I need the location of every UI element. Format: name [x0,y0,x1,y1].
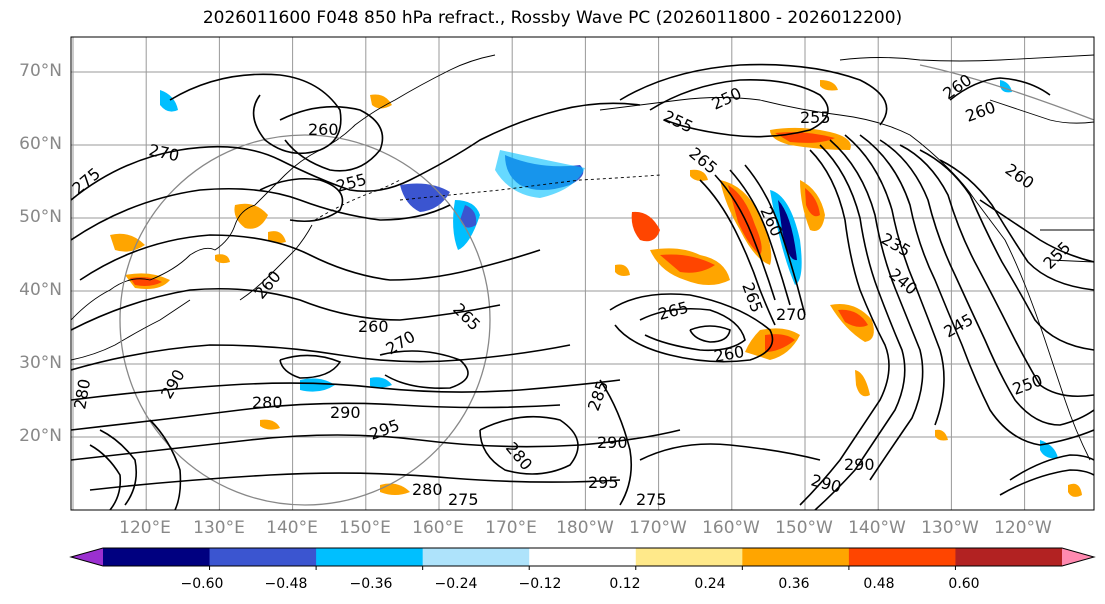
pos-patch [935,429,948,441]
contour-label: 275 [636,490,667,509]
contour-label: 280 [412,480,443,499]
coastlines [71,54,1094,461]
lon-label: 120°E [119,518,171,538]
neg-patch [495,150,585,198]
na-coast [974,199,1091,461]
contour-label: 295 [588,473,619,492]
colorbar-segment [209,548,317,566]
map-background [71,37,1094,510]
lon-label: 150°E [339,518,391,538]
contour-label: 280 [70,377,94,410]
colorbar-tick-label: −0.60 [180,576,224,592]
neg-patch [160,90,178,112]
contours [71,63,1094,510]
asia-coast [71,54,496,321]
contour-label: 280 [252,393,283,412]
colorbar-tick-label: 0.24 [694,576,726,592]
lat-label: 20°N [19,426,62,446]
map-title: 2026011600 F048 850 hPa refract., Rossby… [202,8,903,28]
pos-patch [1068,483,1082,497]
contour-label: 255 [800,108,831,127]
neg-patch [370,377,392,388]
lon-label: 170°W [629,518,687,538]
contour-label: 290 [330,403,361,422]
pos-patch [110,233,145,252]
colorbar-tick-label: −0.12 [518,576,562,592]
pos-patch [631,211,660,242]
asia-coast [71,299,191,361]
colorbar-tick-label: 0.60 [948,576,980,592]
colorbar-segment [422,548,530,566]
colorbar-segment [316,548,424,566]
reference-circle [119,134,491,506]
pos-patch [805,188,820,217]
na-interior [989,99,1094,124]
colorbar-outline [69,547,1096,567]
pos-patch [615,264,630,276]
lat-label: 70°N [19,61,62,81]
colorbar-extend-min [71,548,103,566]
contour-label: 270 [776,305,807,324]
pos-patch [838,309,868,327]
colorbar-tick-label: 0.48 [863,576,895,592]
pos-patch [380,483,410,495]
pos-patch [260,419,280,430]
lon-label: 130°E [193,518,245,538]
colorbar-tick-label: 0.12 [609,576,641,592]
colorbar-segment [742,548,850,566]
colorbar-segment [529,548,637,566]
lat-label: 40°N [19,280,62,300]
kuril-chain [314,179,401,221]
lat-label: 60°N [19,134,62,154]
pos-patch [234,203,268,229]
pos-patch [215,254,230,264]
lon-label: 150°W [775,518,833,538]
contour-label: 290 [597,433,628,452]
lon-label: 160°E [412,518,464,538]
na-state-border [1049,259,1094,263]
lon-label: 130°W [921,518,979,538]
lon-label: 180°W [556,518,614,538]
pos-patch [855,370,870,397]
colorbar-tick-label: −0.48 [264,576,308,592]
lon-label: 140°E [266,518,318,538]
aleutians [399,174,661,201]
contour-label: 275 [448,490,479,509]
pos-patch [690,169,708,181]
colorbar-segment [635,548,743,566]
colorbar [69,547,1096,570]
colorbar-segment [103,548,211,566]
map-frame [70,36,1095,511]
colorbar-segment [848,548,956,566]
japan [239,224,313,301]
pos-patch [820,80,838,91]
lon-label: 160°W [702,518,760,538]
anomaly-shading [110,80,1082,497]
neg-patch [300,378,335,392]
colorbar-tick-label: 0.36 [778,576,810,592]
colorbar-tick-label: −0.24 [434,576,478,592]
colorbar-tick-label: −0.36 [349,576,393,592]
colorbar-segment [955,548,1063,566]
neg-patch [460,205,477,228]
pos-patch [268,231,286,244]
contour-label: 290 [844,455,875,474]
reference-arc [919,64,1094,121]
neg-patch [778,200,797,261]
lat-label: 50°N [19,207,62,227]
pos-patch [660,254,715,273]
contour-label: 260 [308,120,339,139]
pos-patch [130,277,162,286]
lon-label: 140°W [848,518,906,538]
colorbar-extend-max [1062,548,1094,566]
lon-label: 170°E [485,518,537,538]
lat-label: 30°N [19,353,62,373]
contour-label: 260 [358,317,389,336]
na-coast-north [839,54,1094,62]
graticule [71,37,1094,510]
lon-label: 120°W [994,518,1052,538]
